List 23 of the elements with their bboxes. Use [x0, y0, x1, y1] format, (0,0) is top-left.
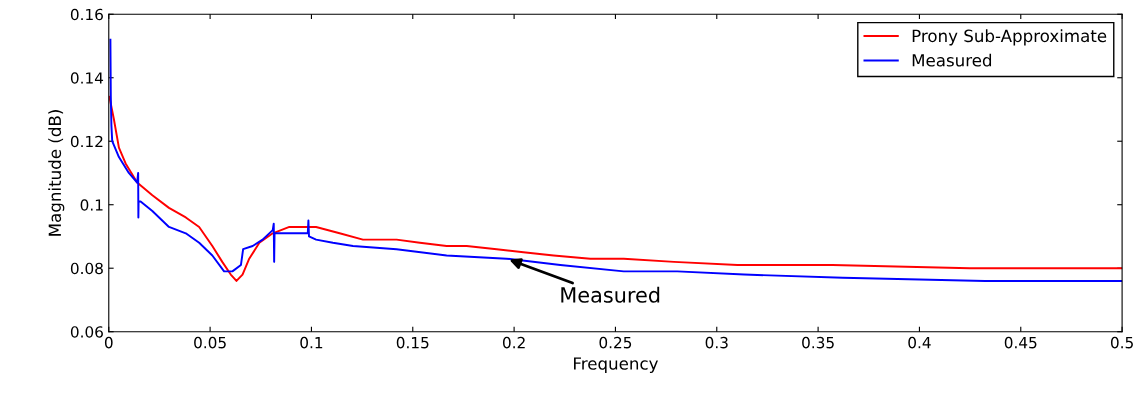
x-tick-label: 0.4 — [908, 336, 931, 349]
x-tick-label: 0.3 — [705, 336, 728, 349]
line-series — [108, 95, 1123, 282]
x-tick-label: 0.35 — [802, 336, 834, 349]
x-axis-title: Frequency — [574, 357, 658, 374]
x-tick-label: 0.05 — [194, 336, 226, 349]
x-tick-label: 0 — [104, 336, 113, 349]
y-axis-title: Magnitude (dB) — [48, 110, 65, 236]
x-tick-label: 0.2 — [502, 336, 525, 349]
x-tick-label: 0.15 — [396, 336, 429, 349]
legend-label: Measured — [912, 53, 992, 67]
x-tick-label: 0.45 — [1004, 336, 1037, 349]
y-tick-label: 0.1 — [80, 199, 103, 211]
y-tick-label: 0.08 — [70, 262, 103, 275]
y-tick-label: 0.16 — [70, 8, 103, 21]
x-tick-label: 0.1 — [300, 336, 323, 349]
x-tick-label: 0.5 — [1110, 336, 1133, 349]
y-tick-label: 0.12 — [70, 135, 103, 148]
legend-label: Prony Sub-Approximate — [912, 29, 1107, 46]
annotation: Measured — [561, 286, 660, 303]
y-tick-label: 0.06 — [70, 326, 103, 338]
y-tick-label: 0.14 — [70, 72, 104, 84]
x-tick-label: 0.25 — [599, 336, 632, 349]
